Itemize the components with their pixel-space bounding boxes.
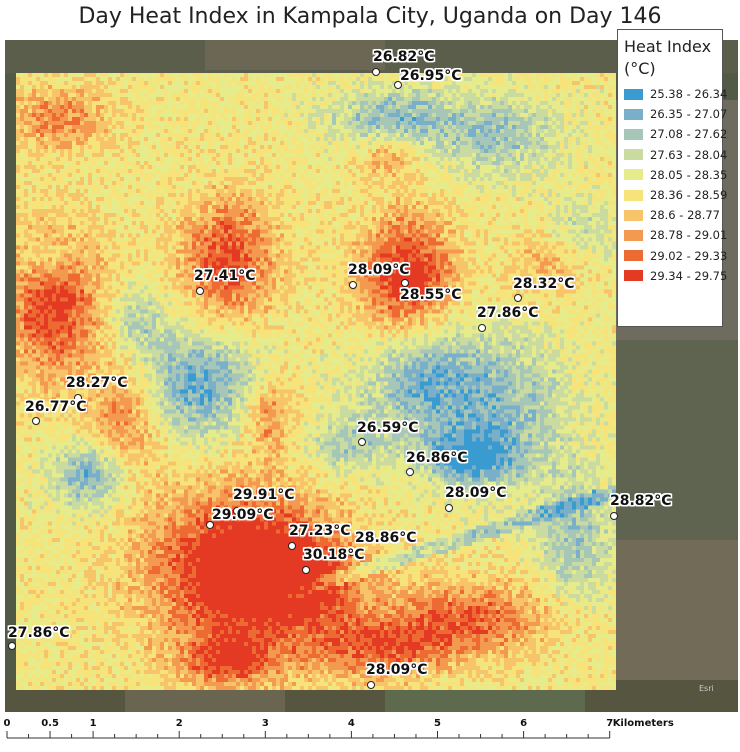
sample-point-marker[interactable]	[8, 642, 16, 650]
sample-point-marker[interactable]	[32, 417, 40, 425]
legend-class-label: 28.36 - 28.59	[650, 188, 728, 203]
scale-bar-tick-label: 5	[434, 718, 441, 729]
sample-point-label: 28.27°C	[66, 375, 128, 391]
legend-class-label: 29.02 - 29.33	[650, 248, 728, 263]
legend-swatch	[624, 128, 643, 140]
sample-point-marker[interactable]	[514, 294, 522, 302]
scale-bar-tick-label: 3	[261, 718, 269, 729]
legend-swatch	[624, 88, 643, 100]
legend-class-label: 27.63 - 28.04	[650, 147, 728, 162]
sample-point-label: 27.23°C	[289, 523, 351, 539]
legend-swatch	[624, 169, 643, 181]
sample-point-label: 26.59°C	[357, 420, 419, 436]
scale-bar: 0 0.5 1 2 3 4 5 6 7 Kilometers	[0, 712, 740, 748]
sample-point-marker[interactable]	[233, 507, 241, 515]
legend-title-line2: (°C)	[624, 59, 656, 78]
sample-point-label: 26.77°C	[25, 399, 87, 415]
legend-class-label: 26.35 - 27.07	[650, 107, 728, 122]
legend-swatch	[624, 229, 643, 241]
scale-bar-tick-label: 0	[3, 718, 11, 729]
sample-point-label: 28.86°C	[355, 530, 417, 546]
scale-bar-tick-label: 1	[89, 718, 97, 729]
sample-point-marker[interactable]	[445, 504, 453, 512]
sample-point-marker[interactable]	[478, 324, 486, 332]
sample-point-label: 27.86°C	[477, 305, 539, 321]
scale-bar-tick-label: 0.5	[41, 718, 59, 729]
sample-point-label: 29.09°C	[212, 507, 274, 523]
scale-bar-units: Kilometers	[612, 718, 674, 729]
scale-bar-tick-label: 2	[175, 718, 183, 729]
sample-point-label: 26.86°C	[406, 450, 468, 466]
legend-class: 29.02 - 29.33	[624, 246, 727, 266]
legend-swatch	[624, 189, 643, 201]
legend-swatch	[624, 149, 643, 161]
sample-point-label: 28.09°C	[366, 662, 428, 678]
map-title: Day Heat Index in Kampala City, Uganda o…	[78, 4, 662, 29]
map-legend: Heat Index (°C) 25.38 - 26.34 26.35 - 27.…	[617, 29, 727, 327]
legend-class: 26.35 - 27.07	[624, 104, 727, 124]
legend-class-label: 25.38 - 26.34	[650, 87, 728, 102]
legend-title: Heat Index (°C)	[624, 36, 716, 80]
sample-point-marker[interactable]	[349, 281, 357, 289]
sample-point-label: 28.55°C	[400, 287, 462, 303]
legend-class: 27.63 - 28.04	[624, 145, 727, 165]
sample-point-marker[interactable]	[358, 438, 366, 446]
legend-class: 29.34 - 29.75	[624, 266, 727, 286]
sample-point-marker[interactable]	[372, 68, 380, 76]
sample-point-marker[interactable]	[196, 287, 204, 295]
legend-class-label: 29.34 - 29.75	[650, 268, 728, 283]
sample-point-label: 29.91°C	[233, 487, 295, 503]
legend-swatch	[624, 270, 643, 282]
sample-point-marker[interactable]	[348, 548, 356, 556]
scale-bar-tick-label: 7	[606, 718, 614, 729]
sample-point-marker[interactable]	[401, 279, 409, 287]
scale-bar-ruler	[6, 731, 611, 739]
sample-point-label: 26.95°C	[400, 68, 462, 84]
legend-class-label: 28.78 - 29.01	[650, 228, 728, 243]
sample-point-label: 27.86°C	[8, 625, 70, 641]
sample-point-label: 30.18°C	[303, 547, 365, 563]
legend-class: 28.6 - 28.77	[624, 205, 720, 225]
scale-bar-tick-label: 4	[347, 718, 355, 729]
legend-title-line1: Heat Index	[624, 37, 712, 56]
sample-point-label: 28.32°C	[513, 276, 575, 292]
legend-swatch	[624, 108, 643, 120]
sample-point-marker[interactable]	[610, 512, 618, 520]
legend-class: 28.78 - 29.01	[624, 225, 727, 245]
legend-swatch	[624, 209, 643, 221]
sample-point-label: 26.82°C	[373, 49, 435, 65]
sample-point-label: 28.09°C	[348, 262, 410, 278]
sample-point-marker[interactable]	[288, 542, 296, 550]
legend-class-label: 28.05 - 28.35	[650, 167, 728, 182]
map-frame[interactable]: 26.82°C 26.95°C 27.41°C 28.09°C 28.55°C 28.32…	[5, 40, 738, 712]
legend-swatch	[624, 250, 643, 262]
legend-class: 28.05 - 28.35	[624, 165, 727, 185]
sample-point-marker[interactable]	[74, 394, 82, 402]
heat-index-raster	[16, 73, 616, 690]
legend-class: 27.08 - 27.62	[624, 124, 727, 144]
sample-point-marker[interactable]	[367, 681, 375, 689]
sample-point-label: 28.82°C	[610, 493, 672, 509]
basemap-credit: Esri	[699, 684, 714, 693]
sample-point-marker[interactable]	[302, 566, 310, 574]
legend-class-label: 28.6 - 28.77	[650, 208, 720, 223]
sample-point-marker[interactable]	[406, 468, 414, 476]
sample-point-marker[interactable]	[206, 521, 214, 529]
sample-point-label: 27.41°C	[194, 268, 256, 284]
legend-class: 25.38 - 26.34	[624, 84, 727, 104]
scale-bar-tick-label: 6	[520, 718, 528, 729]
sample-point-label: 28.09°C	[445, 485, 507, 501]
legend-class: 28.36 - 28.59	[624, 185, 727, 205]
legend-class-label: 27.08 - 27.62	[650, 127, 728, 142]
legend-class-list: 25.38 - 26.34 26.35 - 27.07 27.08 - 27.62 2…	[624, 84, 727, 286]
sample-point-marker[interactable]	[394, 81, 402, 89]
